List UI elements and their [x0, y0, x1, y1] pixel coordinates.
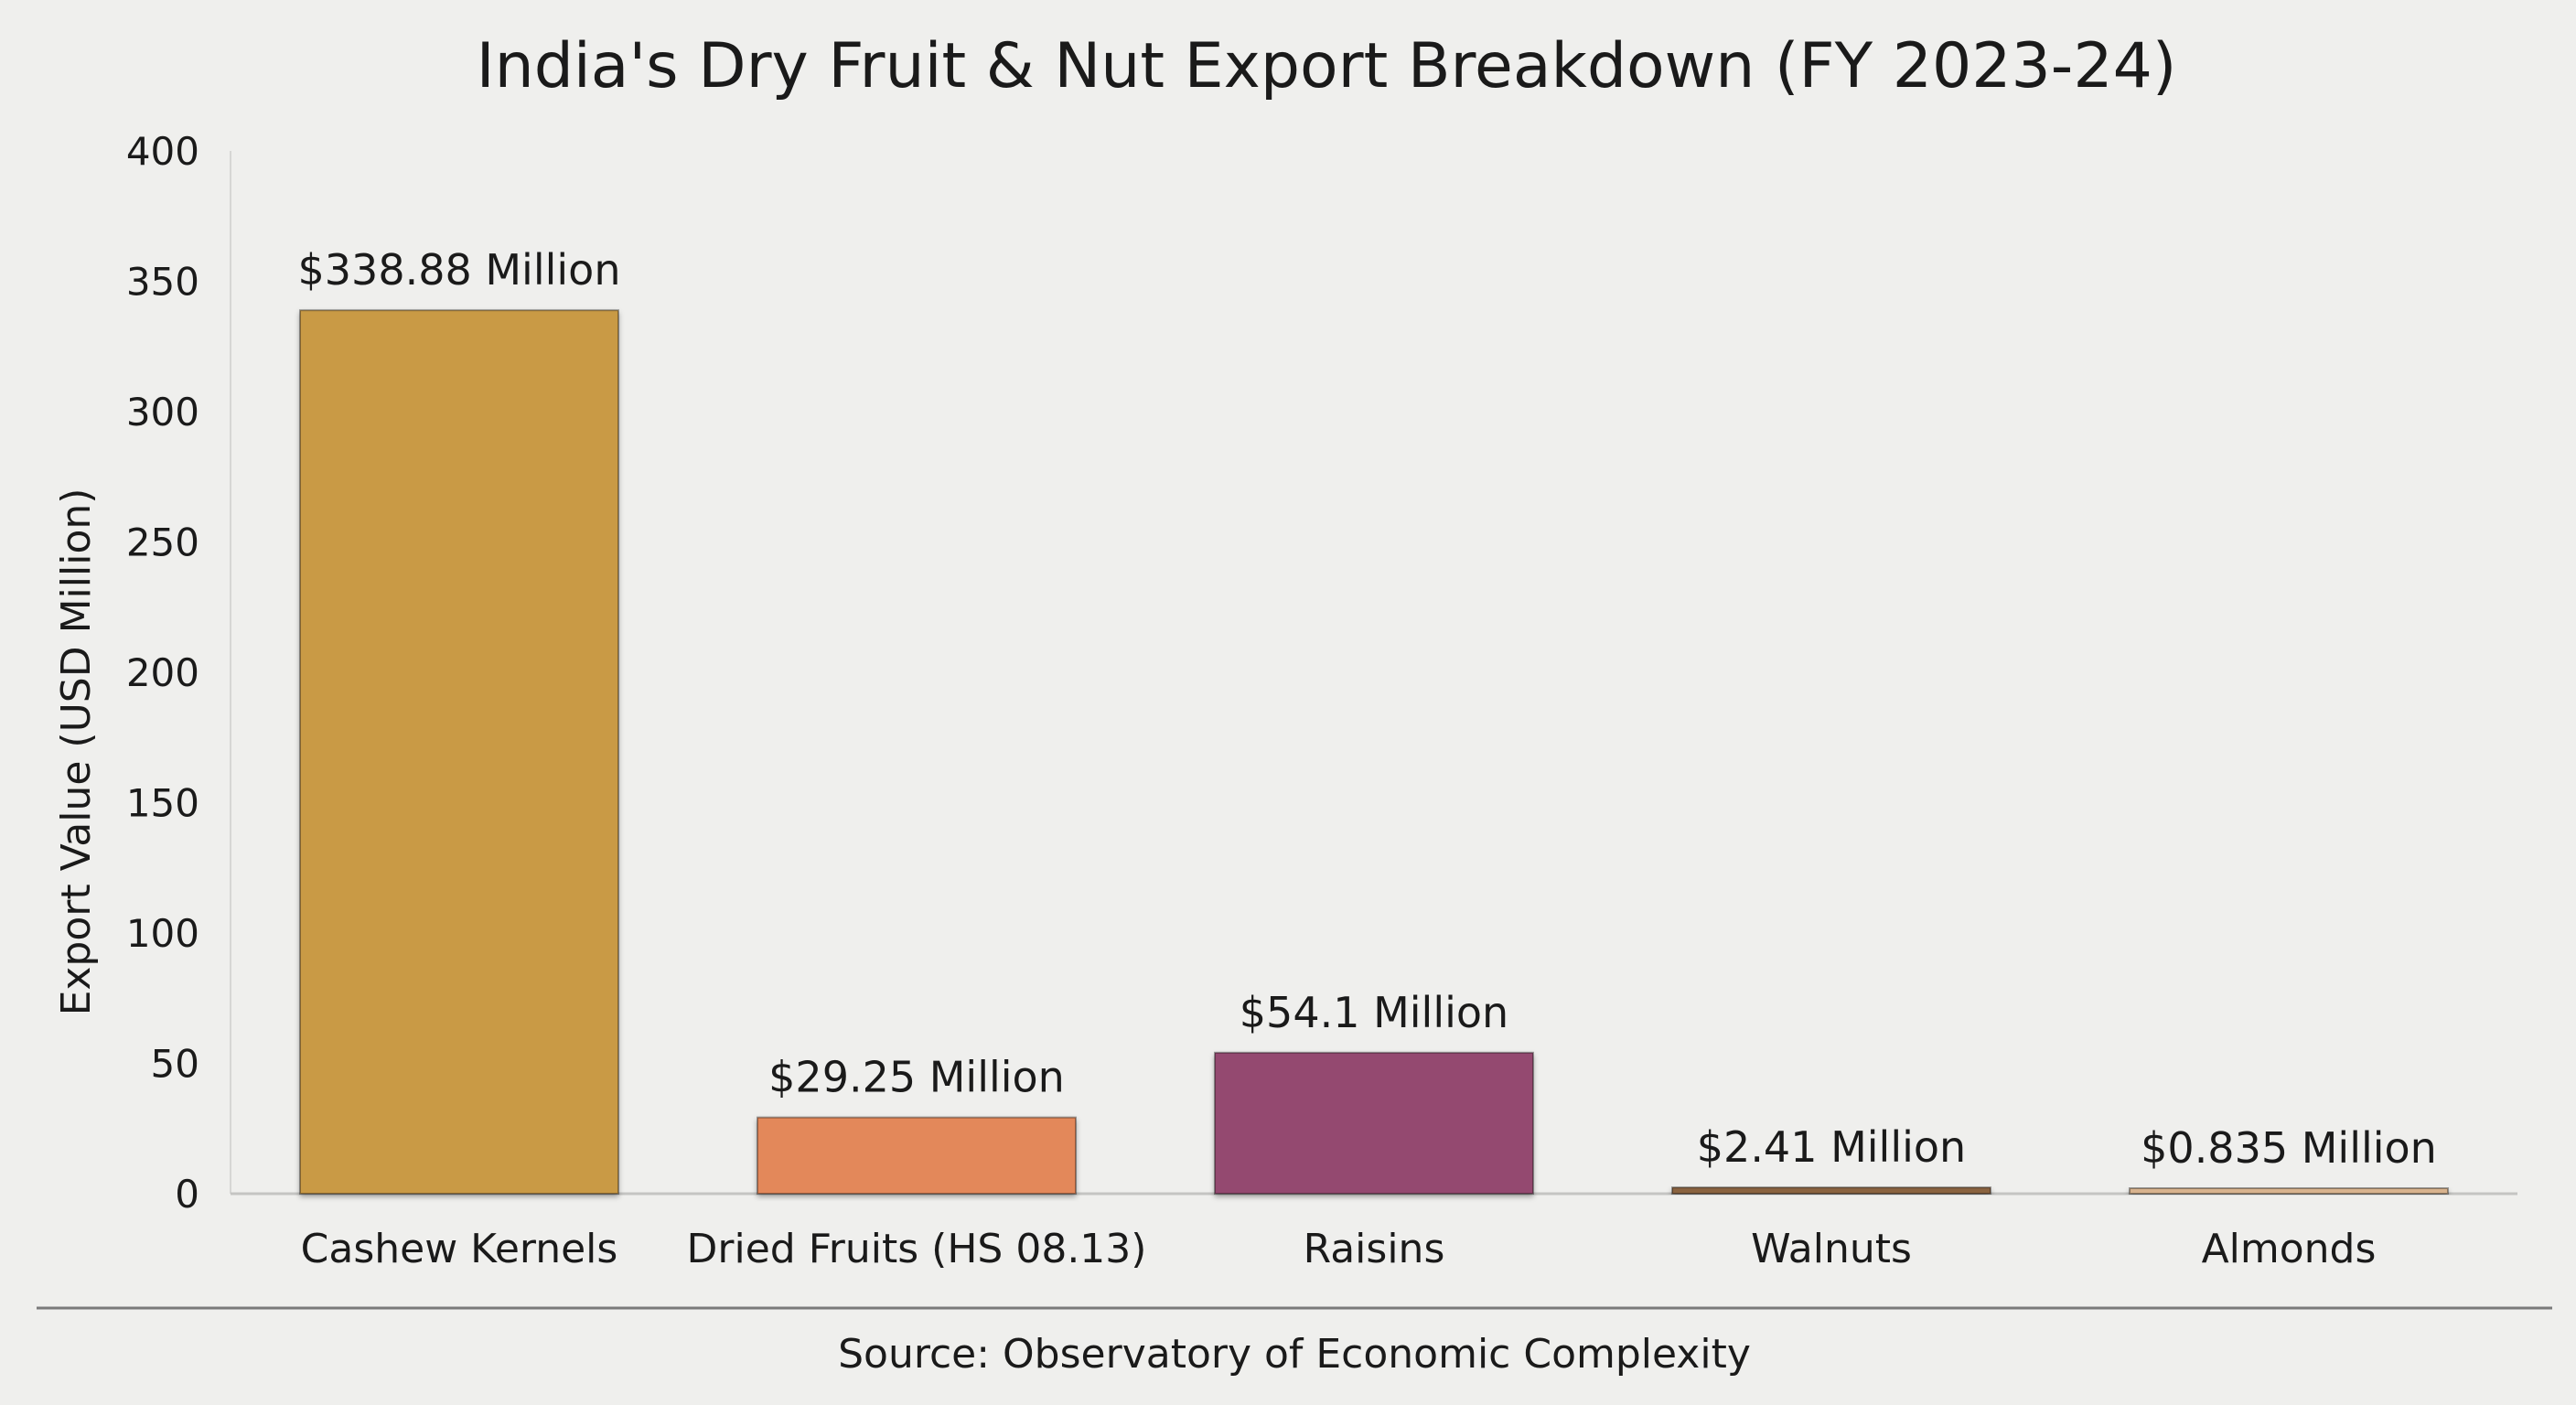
- y-tick-label: 400: [126, 129, 199, 174]
- x-tick-label: Raisins: [1304, 1226, 1445, 1272]
- x-tick-label: Almonds: [2202, 1226, 2377, 1272]
- bars: [299, 309, 2449, 1195]
- y-tick-label: 100: [126, 911, 199, 956]
- bar-value-label: $54.1 Million: [1240, 988, 1508, 1037]
- chart-title: India's Dry Fruit & Nut Export Breakdown…: [477, 30, 2177, 102]
- y-tick-label: 300: [126, 390, 199, 434]
- bar-value-labels: $338.88 Million $29.25 Million $54.1 Milli…: [298, 245, 2437, 1173]
- y-tick-label: 0: [175, 1172, 199, 1217]
- bar: [299, 309, 619, 1195]
- y-tick-label: 150: [126, 781, 199, 826]
- bar: [757, 1116, 1077, 1195]
- y-axis-title: Export Value (USD Million): [53, 488, 100, 1016]
- bar-value-label: $0.835 Million: [2141, 1123, 2437, 1173]
- y-tick-label: 250: [126, 520, 199, 565]
- bar: [1214, 1051, 1534, 1195]
- bar-value-label: $29.25 Million: [768, 1053, 1065, 1102]
- x-tick-label: Dried Fruits (HS 08.13): [687, 1226, 1147, 1272]
- bar-value-label: $338.88 Million: [298, 245, 621, 295]
- bar: [1671, 1186, 1991, 1195]
- bar-value-label: $2.41 Million: [1697, 1122, 1966, 1172]
- y-axis-ticks: 0 50 100 150 200 250 300 350 400: [126, 129, 199, 1217]
- x-tick-label: Walnuts: [1751, 1226, 1912, 1272]
- y-tick-label: 200: [126, 650, 199, 695]
- bar: [2129, 1187, 2449, 1195]
- y-tick-label: 50: [151, 1042, 199, 1087]
- y-tick-label: 350: [126, 260, 199, 305]
- source-note: Source: Observatory of Economic Complexi…: [838, 1331, 1751, 1378]
- x-axis-ticks: Cashew Kernels Dried Fruits (HS 08.13) Rai…: [301, 1226, 2377, 1272]
- x-tick-label: Cashew Kernels: [301, 1226, 618, 1272]
